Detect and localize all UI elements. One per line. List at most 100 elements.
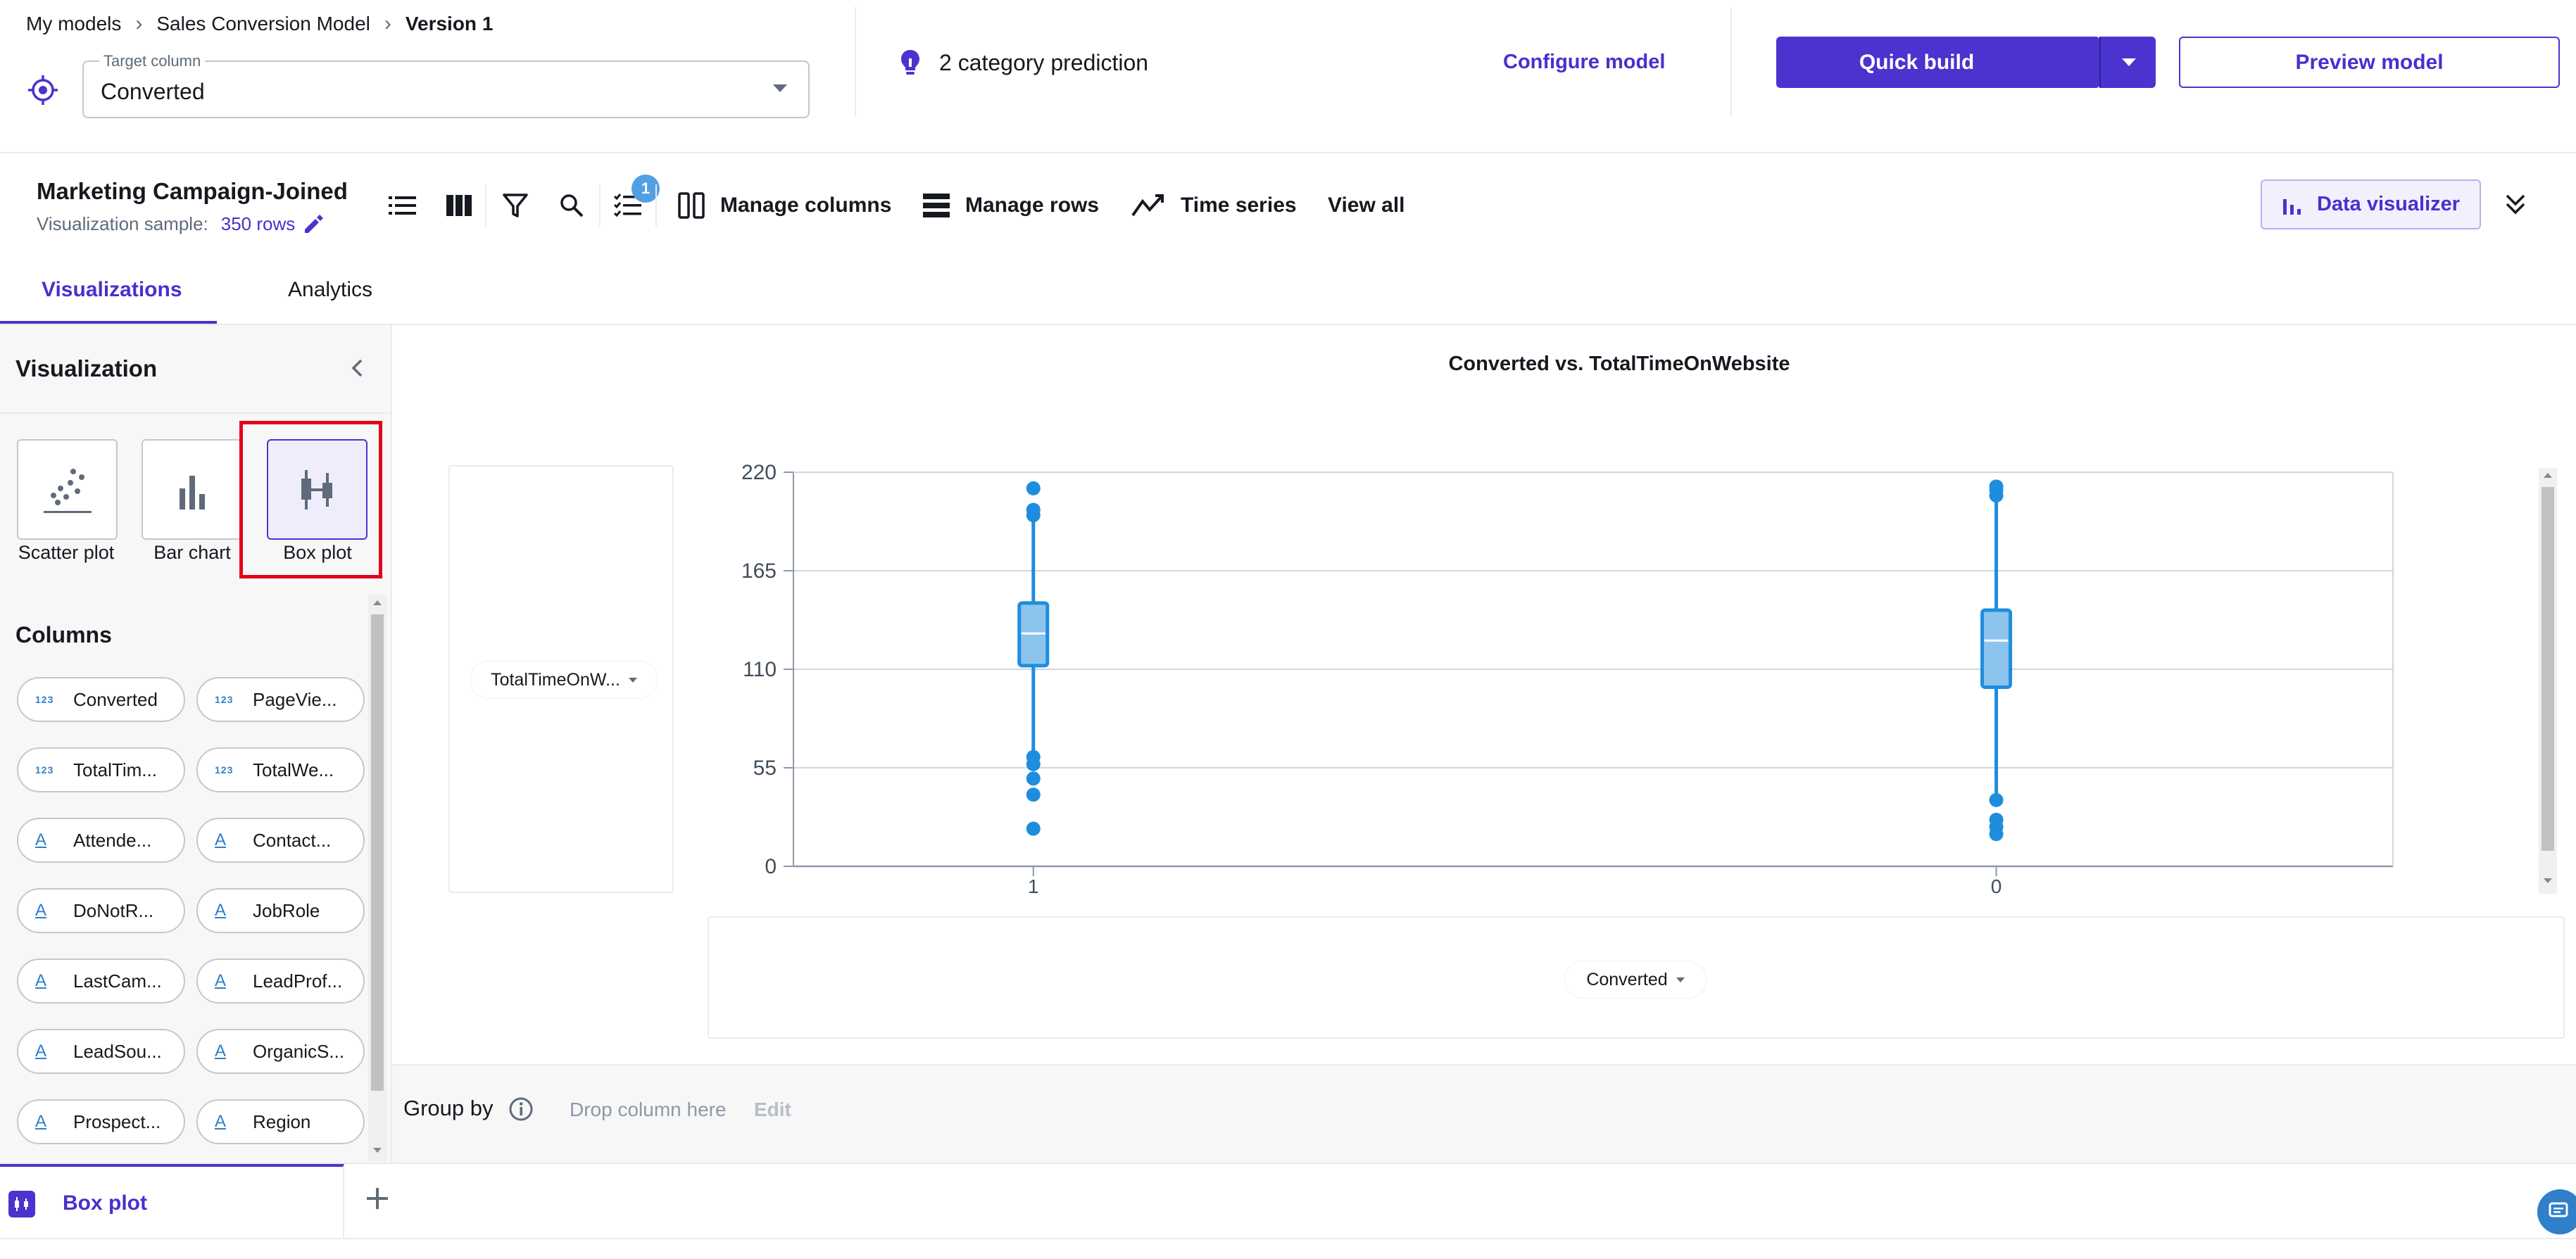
text-type-icon: A: [35, 1042, 47, 1061]
numeric-type-icon: 123: [35, 764, 54, 776]
column-pill-label: LeadSou...: [73, 1040, 162, 1062]
column-pill[interactable]: 123 TotalWe...: [196, 747, 365, 792]
outlier-point: [1989, 812, 2004, 827]
tab-box-plot-label: Box plot: [63, 1191, 147, 1215]
data-visualizer-label: Data visualizer: [2316, 193, 2461, 215]
scroll-up-icon[interactable]: [373, 600, 382, 605]
chart-title: Converted vs. TotalTimeOnWebsite: [1448, 353, 1790, 375]
x-axis-drop-zone[interactable]: [708, 916, 2565, 1039]
scatter-plot-button[interactable]: [17, 439, 118, 540]
tab-visualizations[interactable]: Visualizations: [42, 278, 182, 301]
view-all-label: View all: [1328, 194, 1405, 217]
column-pill[interactable]: A LeadProf...: [196, 959, 365, 1004]
column-pill-label: Prospect...: [73, 1111, 161, 1132]
double-chevron-down-icon[interactable]: [2501, 190, 2530, 220]
column-pill[interactable]: A DoNotR...: [17, 888, 185, 933]
box-plot-chart: 0 55 110 165 220 1 0: [741, 462, 2394, 895]
search-icon[interactable]: [555, 189, 589, 222]
group-by-drop-zone[interactable]: Drop column here: [570, 1099, 727, 1120]
x-axis-selector[interactable]: Converted: [1565, 961, 1706, 998]
grid-view-icon[interactable]: [442, 189, 476, 222]
quick-build-dropdown-button[interactable]: [2099, 37, 2156, 88]
column-pill[interactable]: A Contact...: [196, 818, 365, 863]
column-pill-label: Converted: [73, 688, 158, 710]
scatter-plot-icon: [43, 468, 92, 513]
column-pill[interactable]: A OrganicS...: [196, 1029, 365, 1074]
column-pill[interactable]: 123 PageVie...: [196, 677, 365, 722]
time-series-button[interactable]: Time series: [1131, 189, 1297, 222]
chevron-left-icon[interactable]: [347, 358, 368, 379]
scroll-down-icon[interactable]: [373, 1148, 382, 1153]
quick-build-button[interactable]: Quick build: [1776, 37, 2100, 88]
info-icon[interactable]: [508, 1096, 534, 1122]
column-pill-label: OrganicS...: [253, 1040, 345, 1062]
numeric-type-icon: 123: [215, 694, 234, 705]
column-pill[interactable]: A Attende...: [17, 818, 185, 863]
column-pill[interactable]: 123 Converted: [17, 677, 185, 722]
prediction-type: 2 category prediction: [900, 46, 1148, 79]
target-column-select[interactable]: Target column Converted: [82, 52, 810, 118]
filter-icon[interactable]: [498, 189, 532, 222]
toolbar-separator: [599, 184, 601, 227]
sample-label: Visualization sample:: [37, 213, 208, 234]
column-pill-label: Region: [253, 1111, 311, 1132]
column-pill[interactable]: A Prospect...: [17, 1099, 185, 1144]
column-pill[interactable]: A Region: [196, 1099, 365, 1144]
group-by-label: Group by: [403, 1096, 494, 1120]
column-pill-label: Contact...: [253, 829, 332, 851]
prediction-text: 2 category prediction: [939, 49, 1149, 75]
data-visualizer-button[interactable]: Data visualizer: [2261, 179, 2481, 229]
y-axis-selector[interactable]: TotalTimeOnW...: [470, 662, 658, 698]
bar-chart-icon: [2282, 198, 2301, 215]
view-all-button[interactable]: View all: [1328, 189, 1405, 222]
column-pill-label: LeadProf...: [253, 970, 343, 992]
box-plot-tab-icon: [8, 1191, 35, 1217]
bar-chart-button[interactable]: [142, 439, 242, 540]
box-plot-button[interactable]: [267, 439, 367, 540]
chat-icon[interactable]: [2537, 1189, 2576, 1234]
column-pill[interactable]: 123 TotalTim...: [17, 747, 185, 792]
bar-chart-icon: [179, 475, 205, 510]
scatter-plot-label: Scatter plot: [18, 542, 115, 563]
y-axis-drop-zone[interactable]: [448, 465, 674, 893]
panel-divider-line: [0, 412, 391, 414]
x-tick-label: 0: [1991, 875, 2002, 895]
checklist-icon[interactable]: [611, 189, 645, 222]
list-view-icon[interactable]: [386, 189, 420, 222]
sample-rows-link[interactable]: 350 rows: [220, 213, 296, 234]
manage-columns-button[interactable]: Manage columns: [678, 189, 891, 222]
box-plot-label: Box plot: [283, 542, 352, 563]
column-pill[interactable]: A LeadSou...: [17, 1029, 185, 1074]
columns-title: Columns: [15, 622, 112, 647]
breadcrumb-my-models[interactable]: My models: [26, 13, 122, 34]
y-axis-selector-label: TotalTimeOnW...: [491, 669, 620, 690]
add-tab-icon[interactable]: [363, 1184, 392, 1213]
target-column-label: Target column: [99, 52, 206, 70]
configure-model-link[interactable]: Configure model: [1503, 51, 1666, 73]
chart-scrollbar-thumb[interactable]: [2542, 487, 2554, 851]
panel-title: Visualization: [15, 355, 158, 381]
x-tick-label: 1: [1028, 875, 1039, 895]
group-by-edit-button[interactable]: Edit: [754, 1099, 791, 1120]
panel-scrollbar-thumb[interactable]: [371, 614, 384, 1091]
manage-rows-label: Manage rows: [965, 194, 1100, 217]
tab-box-plot[interactable]: [0, 1164, 344, 1238]
column-pill-label: TotalTim...: [73, 759, 157, 780]
outlier-point: [1989, 479, 2004, 494]
tab-analytics[interactable]: Analytics: [288, 278, 373, 301]
caret-down-icon: [2122, 58, 2136, 66]
column-pill[interactable]: A JobRole: [196, 888, 365, 933]
bottom-divider: [0, 1163, 2576, 1164]
scroll-down-icon[interactable]: [2544, 878, 2552, 883]
y-tick-label: 110: [743, 658, 777, 681]
pencil-icon[interactable]: [302, 214, 324, 235]
scroll-up-icon[interactable]: [2544, 473, 2552, 478]
preview-model-label: Preview model: [2295, 50, 2444, 74]
tabs-divider: [0, 324, 2576, 325]
time-series-label: Time series: [1181, 194, 1297, 217]
column-pill[interactable]: A LastCam...: [17, 959, 185, 1004]
preview-model-button[interactable]: Preview model: [2179, 37, 2560, 88]
breadcrumb-model[interactable]: Sales Conversion Model: [156, 13, 370, 34]
manage-rows-button[interactable]: Manage rows: [923, 189, 1099, 222]
bottom-divider: [0, 1238, 2576, 1239]
